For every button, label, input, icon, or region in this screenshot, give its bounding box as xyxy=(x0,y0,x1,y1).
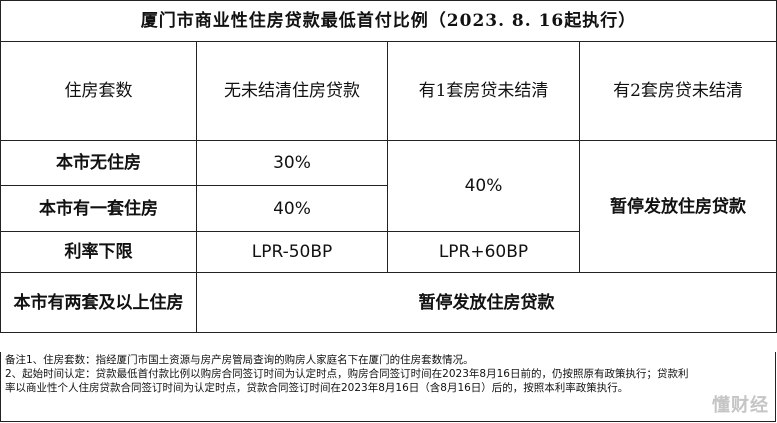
cell-rate-no-loan: LPR-50BP xyxy=(196,231,388,273)
note-line-3: 率以商业性个人住房贷款合同签订时间为认定时点，贷款合同签订时间在2023年8月1… xyxy=(5,382,629,394)
down-payment-table: 厦门市商业性住房贷款最低首付比例（2023. 8. 16起执行） 住房套数 无未… xyxy=(0,0,777,333)
table-title: 厦门市商业性住房贷款最低首付比例（2023. 8. 16起执行） xyxy=(0,0,777,42)
row-label-one-house: 本市有一套住房 xyxy=(0,185,197,232)
cell-rate-one-loan: LPR+60BP xyxy=(387,231,580,273)
cell-no-house-no-loan: 30% xyxy=(196,140,388,186)
note-line-1: 备注1、住房套数：指经厦门市国土资源与房产房管局查询的购房人家庭名下在厦门的住房… xyxy=(5,354,474,366)
row-label-no-house: 本市无住房 xyxy=(0,140,197,186)
header-two-loans-outstanding: 有2套房贷未结清 xyxy=(578,41,777,141)
notes-section: 备注1、住房套数：指经厦门市国土资源与房产房管局查询的购房人家庭名下在厦门的住房… xyxy=(0,352,776,422)
cell-one-house-no-loan: 40% xyxy=(196,185,388,232)
row-label-two-plus-houses: 本市有两套及以上住房 xyxy=(0,272,197,333)
cell-one-loan-merged: 40% xyxy=(387,140,580,232)
cell-two-loans-merged: 暂停发放住房贷款 xyxy=(578,140,777,273)
cell-two-plus-houses: 暂停发放住房贷款 xyxy=(195,272,777,333)
row-label-rate-floor: 利率下限 xyxy=(0,231,197,273)
header-no-outstanding-loan: 无未结清住房贷款 xyxy=(196,41,388,141)
note-line-2: 2、起始时间认定：贷款最低首付款比例以购房合同签订时间为认定时点，购房合同签订时… xyxy=(5,368,689,380)
watermark-logo: 懂财经 xyxy=(712,395,769,416)
header-one-loan-outstanding: 有1套房贷未结清 xyxy=(387,41,580,141)
header-house-count: 住房套数 xyxy=(0,41,197,141)
